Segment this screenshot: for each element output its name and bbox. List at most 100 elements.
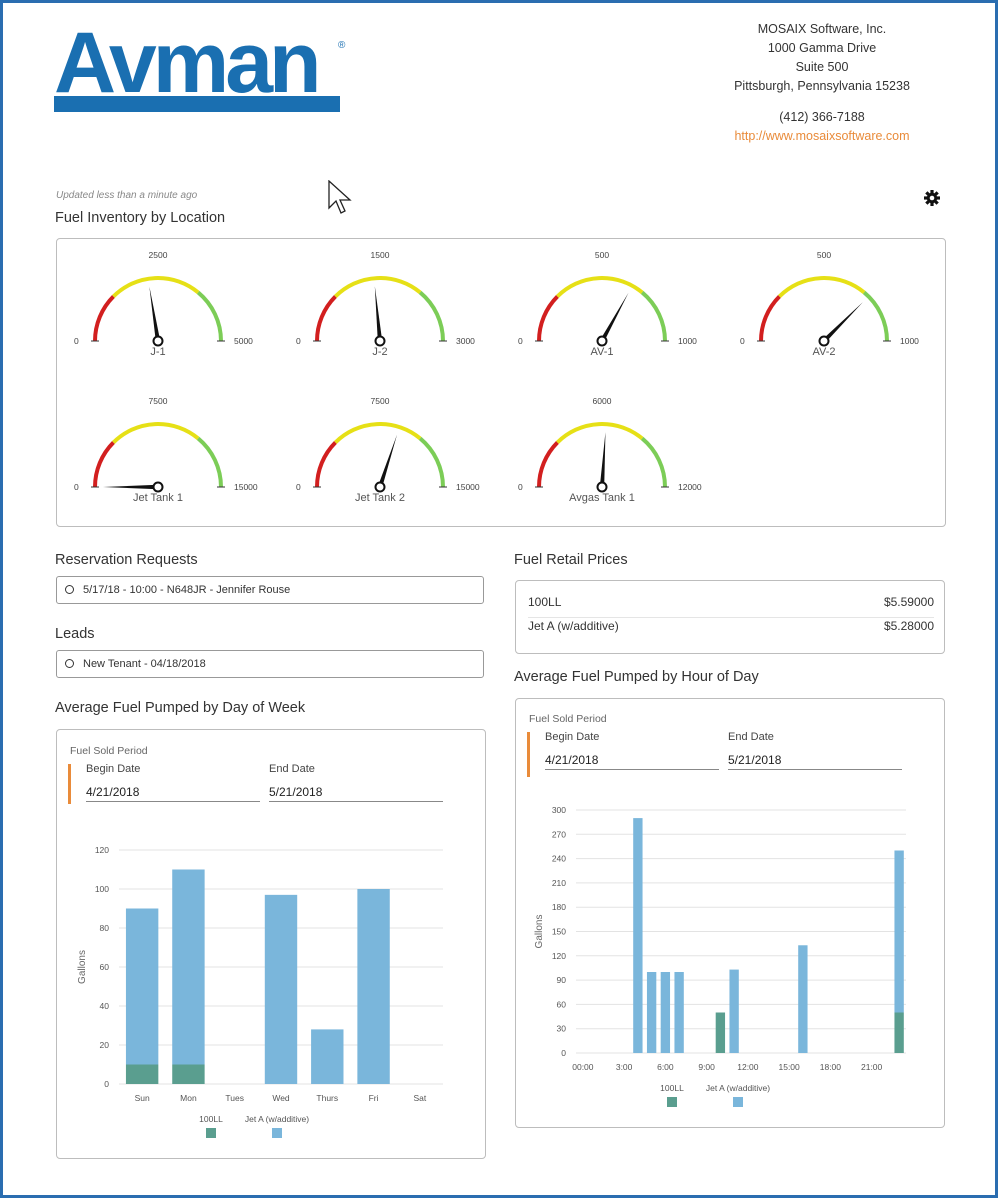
gauge-pivot (374, 481, 386, 493)
gauge-arc-segment (315, 295, 337, 342)
end-date-input[interactable]: 5/21/2018 (269, 785, 443, 802)
fuel-price: $5.59000 (883, 595, 934, 609)
gauge-max-label: 15000 (234, 482, 258, 492)
gauge-dial (757, 276, 891, 347)
bar[interactable] (674, 972, 684, 1053)
gauge-pivot (152, 335, 164, 347)
y-tick-label: 120 (95, 845, 109, 855)
x-tick-label: 00:00 (572, 1062, 594, 1072)
gauge-needle (377, 434, 397, 488)
radio-circle-icon[interactable] (65, 659, 74, 668)
begin-date-label: Begin Date (86, 763, 141, 775)
bar[interactable] (125, 908, 159, 1065)
bar[interactable] (125, 1064, 159, 1085)
gauge-min-label: 0 (296, 336, 301, 346)
gauge-needle (599, 432, 606, 488)
company-info: MOSAIX Software, Inc. 1000 Gamma Drive S… (702, 20, 942, 146)
fuel-gauge: 7500 0 15000 Jet Tank 2 (280, 387, 480, 517)
gauge-needle (374, 286, 383, 342)
leads-title: Leads (55, 626, 95, 642)
gauge-max-label: 1000 (678, 336, 697, 346)
gauge-arc-segment (537, 295, 559, 342)
fuel-gauge: 1500 0 3000 J-2 (280, 241, 480, 371)
x-tick-label: 9:00 (698, 1062, 715, 1072)
bar[interactable] (894, 850, 904, 1013)
company-address1: 1000 Gamma Drive (767, 41, 877, 55)
radio-circle-icon[interactable] (65, 585, 74, 594)
bar[interactable] (894, 1012, 904, 1054)
day-chart-title: Average Fuel Pumped by Day of Week (55, 700, 306, 716)
bar[interactable] (798, 945, 808, 1053)
bar[interactable] (264, 894, 298, 1084)
bar[interactable] (660, 972, 671, 1053)
fuel-name: 100LL (528, 595, 562, 609)
legend-swatch (206, 1128, 216, 1138)
bar[interactable] (172, 869, 205, 1065)
gauge-mid-label: 6000 (592, 396, 612, 406)
gauge-arc-segment (112, 422, 200, 444)
price-row: 100LL $5.59000 (528, 595, 934, 618)
legend-label: Jet A (w/additive) (245, 1114, 309, 1124)
gauge-arc-segment (196, 436, 223, 488)
begin-date-group: Begin Date 4/21/2018 (86, 763, 260, 802)
gauge-arc-segment (556, 276, 644, 298)
begin-date-input[interactable]: 4/21/2018 (86, 785, 260, 802)
y-tick-label: 20 (100, 1040, 110, 1050)
legend-swatch (733, 1097, 743, 1107)
mouse-cursor-icon (328, 179, 354, 221)
gauge-arc-segment (640, 436, 667, 488)
end-date-input[interactable]: 5/21/2018 (728, 753, 902, 770)
x-tick-label: Mon (180, 1093, 197, 1103)
end-date-group: End Date 5/21/2018 (728, 731, 902, 770)
fuel-gauge: 500 0 1000 AV-1 (502, 241, 702, 371)
gauge-dial (91, 276, 225, 347)
bar[interactable] (729, 969, 739, 1053)
gauge-arc-segment (418, 436, 445, 488)
gauge-pivot (596, 335, 608, 347)
gauge-name: Jet Tank 1 (133, 492, 183, 504)
period-label: Fuel Sold Period (70, 745, 148, 757)
gauge-arc-segment (334, 276, 422, 298)
bar[interactable] (172, 1064, 205, 1085)
hour-of-day-chart: 0 30 60 90 120 150 180 210 240 270 300 Gallons 00:00… (534, 805, 906, 1107)
day-of-week-chart: 0 20 40 60 80 100 120 Gallons Sun Mon Tues Wed Thurs… (77, 845, 443, 1138)
reservation-item[interactable]: 5/17/18 - 10:00 - N648JR - Jennifer Rous… (56, 576, 484, 604)
hour-chart-panel: Fuel Sold Period Begin Date 4/21/2018 En… (515, 698, 945, 1128)
gauge-pivot (596, 481, 608, 493)
bar[interactable] (646, 972, 657, 1053)
x-tick-label: 18:00 (820, 1062, 842, 1072)
x-tick-label: 15:00 (778, 1062, 800, 1072)
gauge-max-label: 5000 (234, 336, 253, 346)
begin-date-input[interactable]: 4/21/2018 (545, 753, 719, 770)
bar[interactable] (357, 889, 390, 1084)
prices-panel: 100LL $5.59000 Jet A (w/additive) $5.280… (515, 580, 945, 654)
gauge-min-label: 0 (74, 482, 79, 492)
inventory-title: Fuel Inventory by Location (55, 210, 226, 226)
hour-chart-title: Average Fuel Pumped by Hour of Day (514, 669, 759, 685)
gauge-arc-segment (93, 295, 115, 342)
gauge-min-label: 0 (518, 336, 523, 346)
gauge-name: Avgas Tank 1 (569, 492, 635, 504)
updated-status: Updated less than a minute ago (56, 190, 198, 201)
begin-date-group: Begin Date 4/21/2018 (545, 731, 719, 770)
x-tick-label: Fri (369, 1093, 379, 1103)
end-date-label: End Date (728, 731, 774, 743)
gauge-min-label: 0 (518, 482, 523, 492)
gauge-max-label: 12000 (678, 482, 702, 492)
gauge-dial (535, 276, 669, 347)
bar[interactable] (715, 1012, 726, 1054)
gear-icon[interactable] (922, 188, 942, 208)
gauge-needle (149, 286, 161, 342)
gauge-arc-segment (556, 422, 644, 444)
gauge-arc-segment (418, 290, 445, 342)
begin-date-label: Begin Date (545, 731, 600, 743)
x-tick-label: 6:00 (657, 1062, 674, 1072)
company-website-link[interactable]: http://www.mosaixsoftware.com (734, 129, 910, 143)
gauge-arc-segment (93, 441, 115, 488)
gauge-mid-label: 1500 (370, 250, 390, 260)
bar[interactable] (633, 818, 643, 1053)
bar[interactable] (311, 1029, 344, 1084)
inventory-panel: 2500 0 5000 J-1 1500 0 3000 J-2 500 0 1000 AV-1 500 0… (56, 238, 946, 527)
lead-item[interactable]: New Tenant - 04/18/2018 (56, 650, 484, 678)
